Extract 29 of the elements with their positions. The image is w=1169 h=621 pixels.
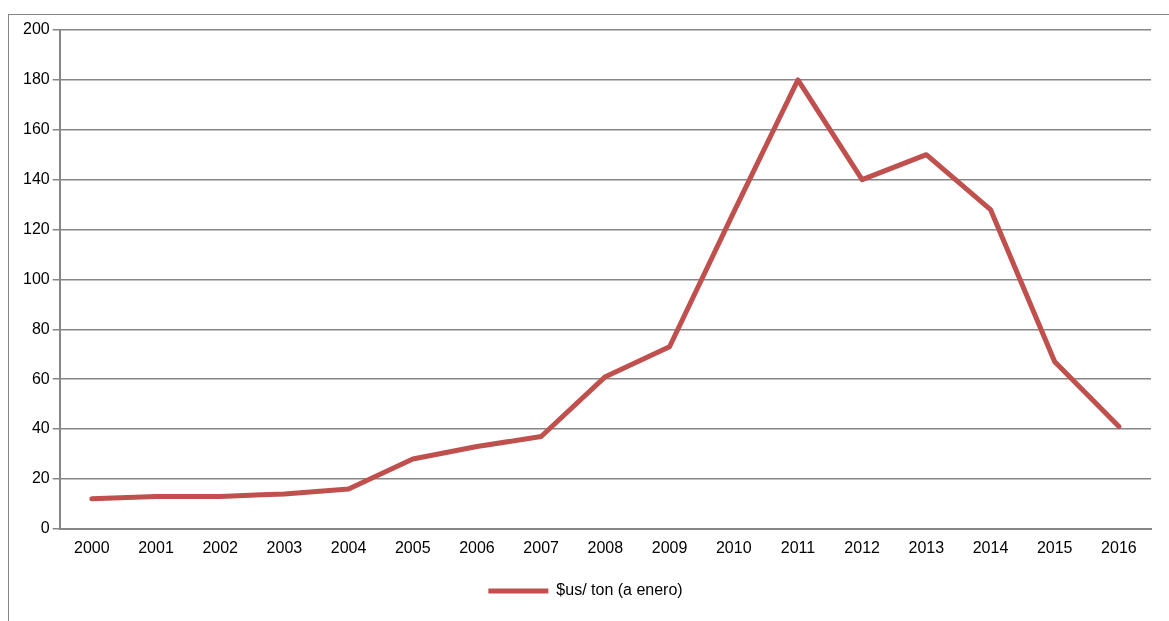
x-tick-label: 2006 bbox=[459, 538, 495, 556]
legend-label: $us/ ton (a enero) bbox=[556, 581, 683, 599]
x-tick-label: 2014 bbox=[972, 538, 1009, 556]
y-tick-label: 140 bbox=[22, 170, 50, 188]
x-tick-label: 2002 bbox=[202, 538, 239, 556]
x-tick-label: 2001 bbox=[138, 538, 174, 556]
y-tick-label: 40 bbox=[31, 419, 50, 437]
y-tick-label: 0 bbox=[40, 519, 50, 537]
y-tick-label: 80 bbox=[31, 319, 50, 337]
x-tick-label: 2015 bbox=[1036, 538, 1073, 556]
y-tick-label: 20 bbox=[31, 469, 50, 487]
x-tick-label: 2012 bbox=[844, 538, 881, 556]
y-tick-label: 180 bbox=[22, 70, 50, 88]
x-tick-label: 2003 bbox=[266, 538, 303, 556]
x-tick-label: 2010 bbox=[715, 538, 752, 556]
x-tick-label: 2007 bbox=[523, 538, 560, 556]
y-tick-label: 160 bbox=[22, 120, 50, 138]
x-tick-label: 2011 bbox=[780, 538, 816, 556]
y-tick-label: 120 bbox=[22, 219, 50, 237]
x-tick-label: 2005 bbox=[394, 538, 431, 556]
x-tick-label: 2004 bbox=[330, 538, 367, 556]
x-tick-label: 2016 bbox=[1101, 538, 1137, 556]
x-tick-label: 2008 bbox=[587, 538, 624, 556]
x-tick-label: 2009 bbox=[651, 538, 688, 556]
y-tick-label: 100 bbox=[22, 269, 50, 287]
y-tick-label: 200 bbox=[22, 20, 50, 38]
y-tick-label: 60 bbox=[31, 369, 50, 387]
x-tick-label: 2000 bbox=[74, 538, 110, 556]
x-tick-label: 2013 bbox=[908, 538, 945, 556]
